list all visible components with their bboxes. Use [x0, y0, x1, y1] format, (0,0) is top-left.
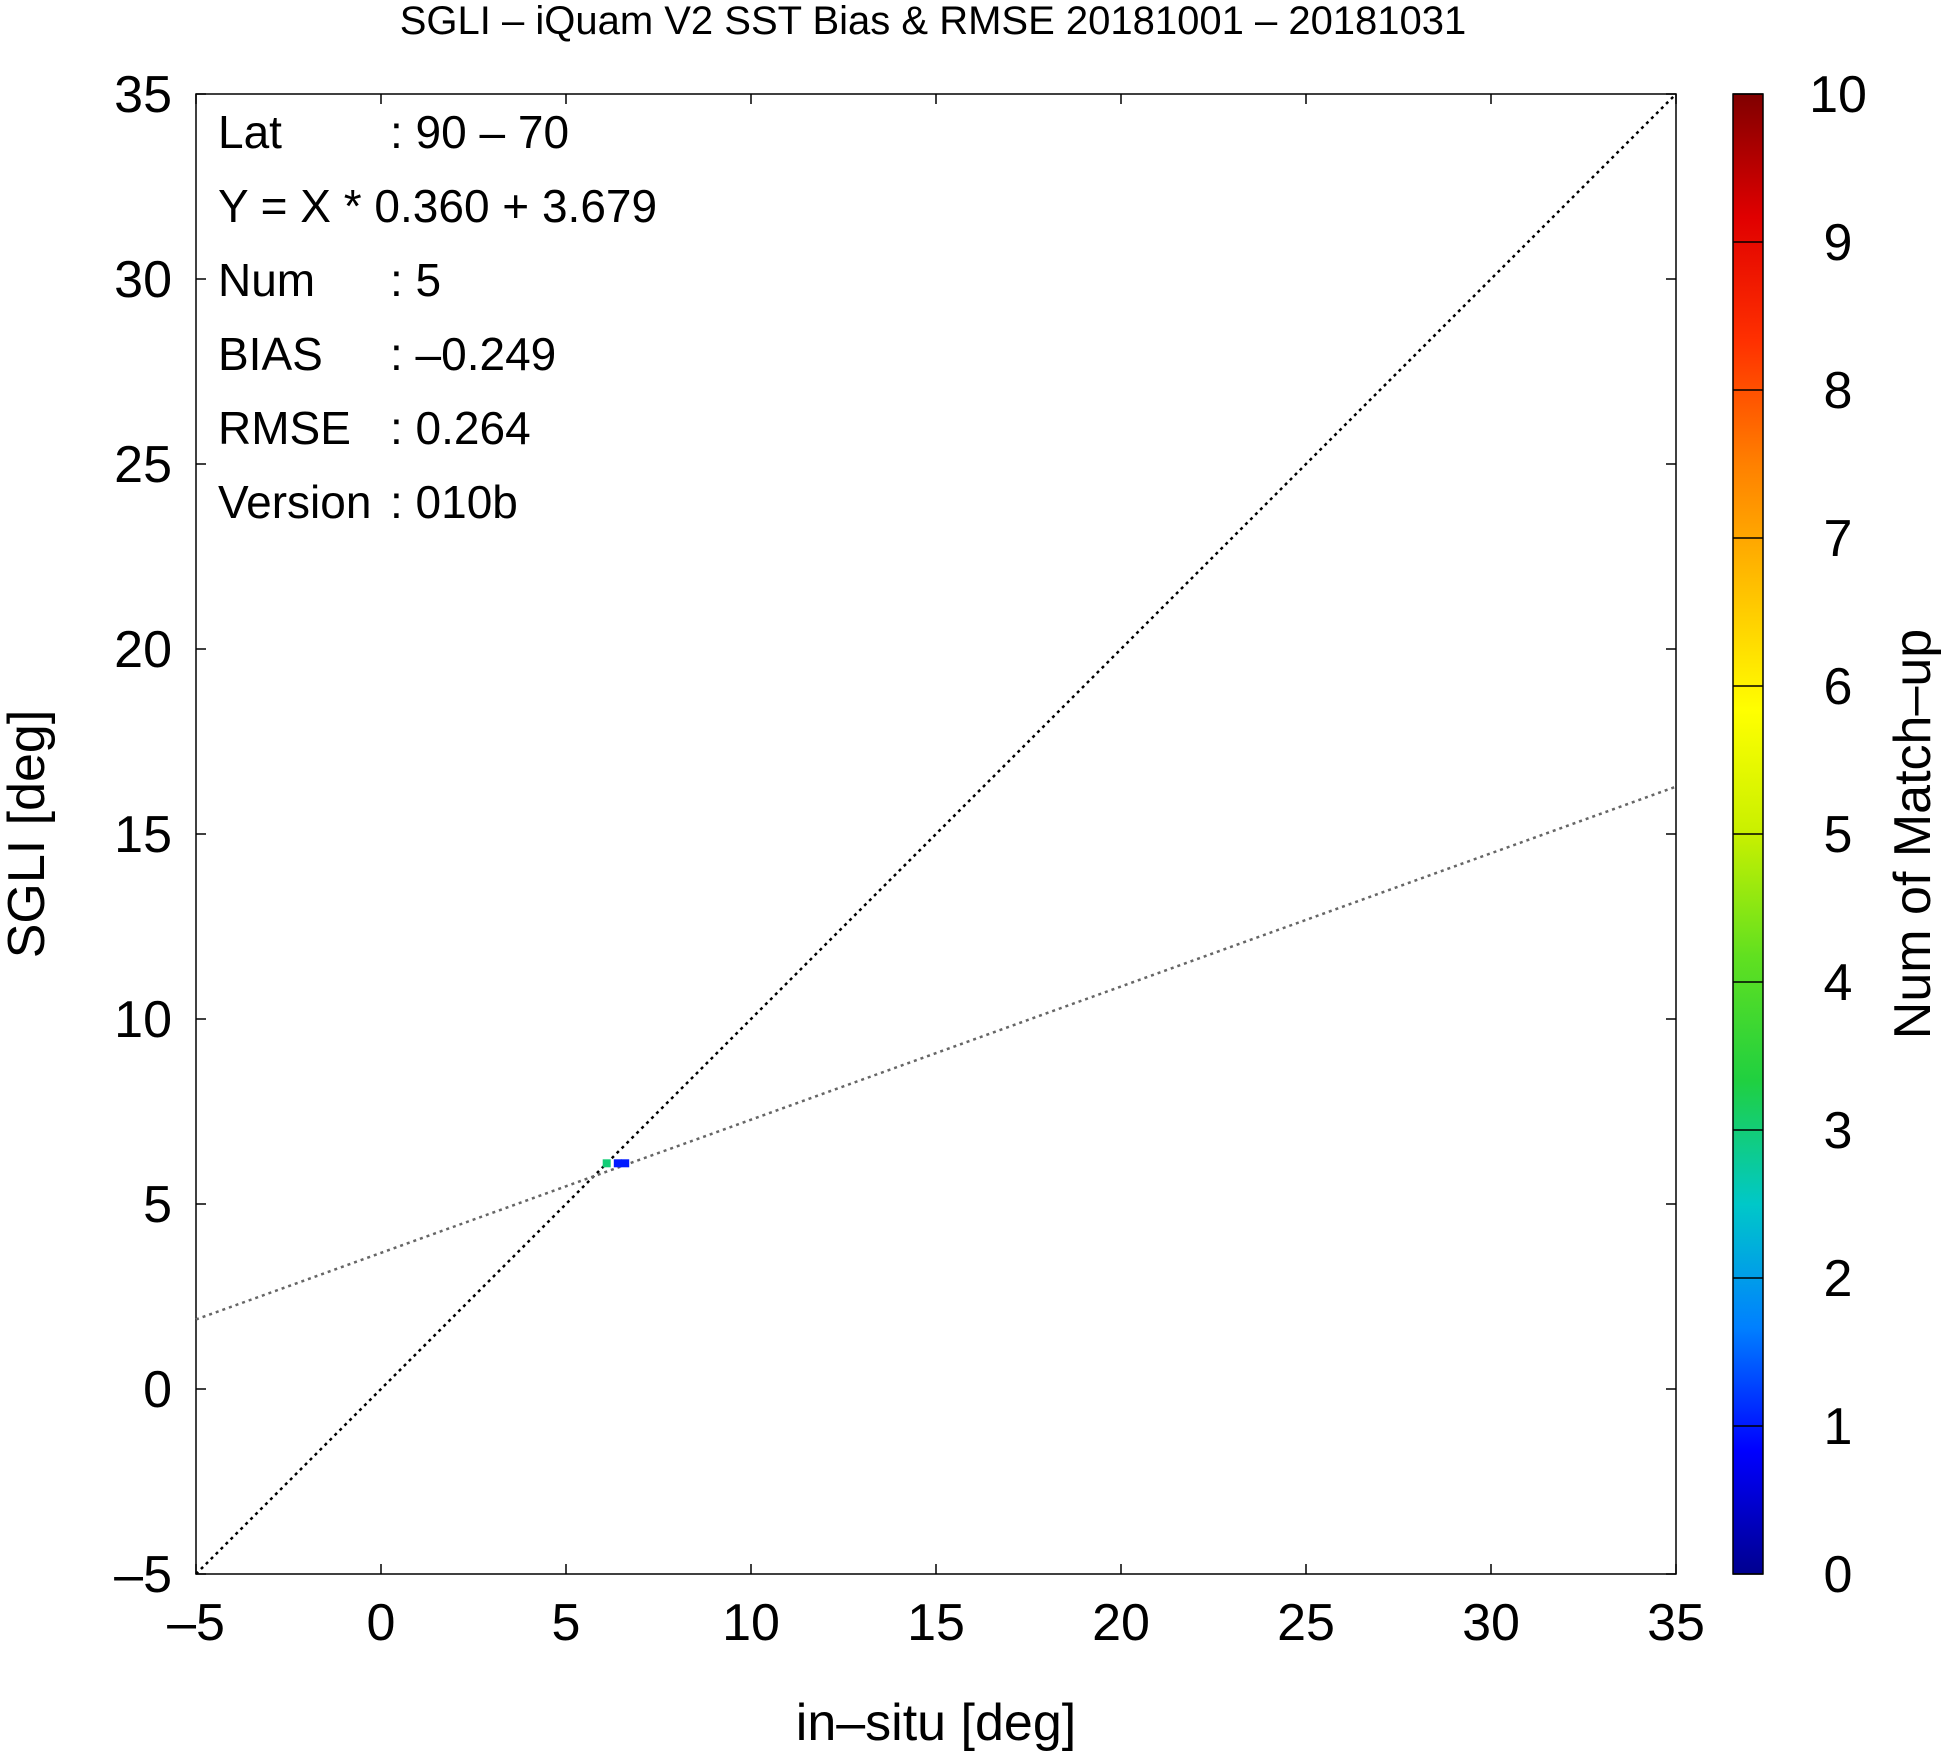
y-tick-label: 0	[143, 1361, 172, 1419]
y-tick-label: 35	[114, 66, 172, 124]
colorbar-tick-label: 3	[1824, 1102, 1853, 1160]
y-axis-label: SGLI [deg]	[0, 710, 56, 959]
x-tick-label: 0	[367, 1594, 396, 1652]
fit-lines	[195, 93, 1677, 1575]
stats-value: : 0.264	[390, 402, 531, 454]
stats-label: Lat	[218, 106, 282, 158]
x-tick-label: 30	[1462, 1594, 1520, 1652]
stats-value: : 90 – 70	[390, 106, 569, 158]
x-tick-label: 20	[1092, 1594, 1150, 1652]
stats-label: Version	[218, 476, 371, 528]
x-tick-label: –5	[167, 1594, 225, 1652]
y-tick-label: 5	[143, 1176, 172, 1234]
colorbar-tick-label: 4	[1824, 954, 1853, 1012]
y-axis-ticks: –5 0 5 10 15 20 25 30 35	[114, 66, 1676, 1604]
data-point	[621, 1159, 630, 1168]
x-axis-ticks: –5 0 5 10 15 20 25 30 35	[167, 94, 1705, 1652]
colorbar-tick-label: 2	[1824, 1250, 1853, 1308]
stats-value: : 010b	[390, 476, 518, 528]
colorbar-ticks: 0 1 2 3 4 5 6 7 8 9 10	[1733, 66, 1867, 1604]
colorbar-tick-label: 1	[1824, 1398, 1853, 1456]
colorbar-label: Num of Match–up	[1884, 629, 1942, 1039]
data-point	[613, 1159, 622, 1168]
x-tick-label: 35	[1647, 1594, 1705, 1652]
stats-label: BIAS	[218, 328, 323, 380]
colorbar-tick-label: 10	[1809, 66, 1867, 124]
y-tick-label: –5	[114, 1546, 172, 1604]
stats-panel: Lat : 90 – 70 Y = X * 0.360 + 3.679 Num : 5 B…	[218, 106, 657, 528]
x-axis-label: in–situ [deg]	[796, 1694, 1076, 1752]
colorbar-tick-label: 5	[1824, 806, 1853, 864]
colorbar-tick-label: 7	[1824, 510, 1853, 568]
y-tick-label: 20	[114, 621, 172, 679]
y-tick-label: 10	[114, 991, 172, 1049]
stats-label: RMSE	[218, 402, 351, 454]
colorbar-tick-label: 6	[1824, 658, 1853, 716]
colorbar-tick-label: 8	[1824, 362, 1853, 420]
x-tick-label: 10	[722, 1594, 780, 1652]
data-points	[602, 1159, 630, 1168]
regression-line	[195, 785, 1677, 1321]
data-point	[602, 1159, 611, 1168]
y-tick-label: 30	[114, 251, 172, 309]
y-tick-label: 15	[114, 806, 172, 864]
stats-label: Y = X * 0.360 + 3.679	[218, 180, 657, 232]
y-tick-label: 25	[114, 436, 172, 494]
one-to-one-line	[195, 93, 1677, 1575]
stats-value: : 5	[390, 254, 441, 306]
colorbar-tick-label: 0	[1824, 1546, 1853, 1604]
colorbar-tick-label: 9	[1824, 214, 1853, 272]
x-tick-label: 15	[907, 1594, 965, 1652]
stats-label: Num	[218, 254, 315, 306]
stats-value: : –0.249	[390, 328, 556, 380]
chart-title: SGLI – iQuam V2 SST Bias & RMSE 20181001…	[400, 0, 1467, 43]
x-tick-label: 25	[1277, 1594, 1335, 1652]
x-tick-label: 5	[552, 1594, 581, 1652]
